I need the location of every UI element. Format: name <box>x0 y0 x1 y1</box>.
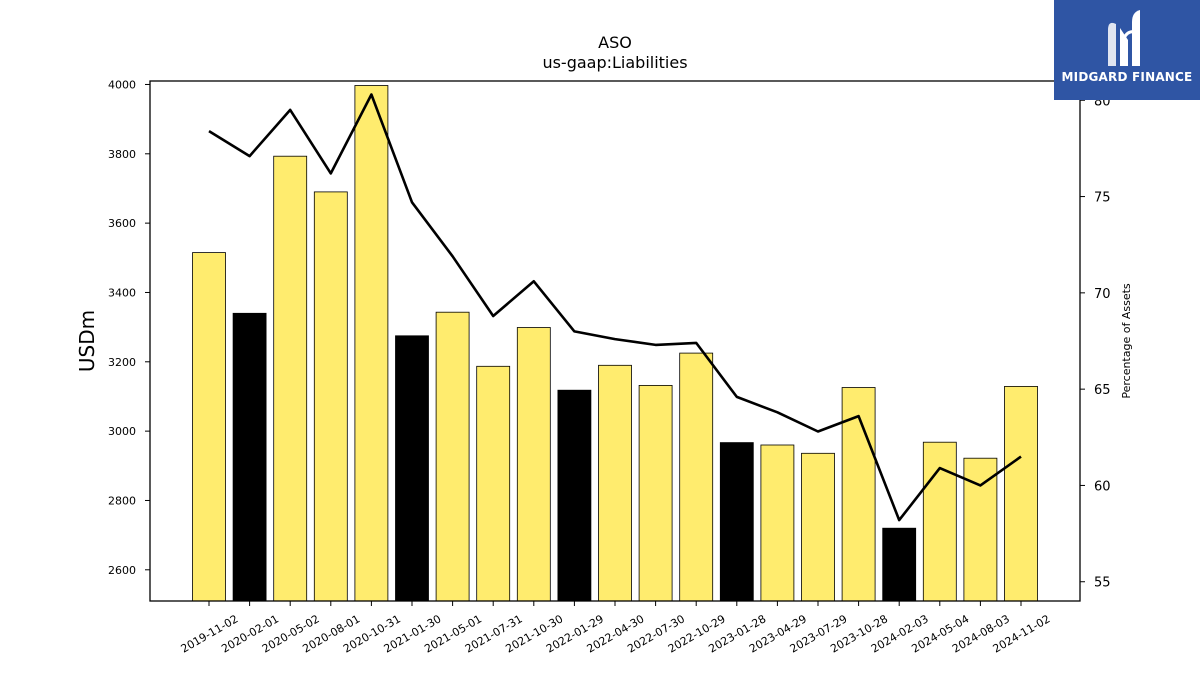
bar-2024-05-04 <box>922 441 957 602</box>
bar-2022-10-29 <box>679 352 714 602</box>
bar-2024-02-03 <box>882 527 917 602</box>
brand-logo: MIDGARD FINANCE <box>1054 0 1200 100</box>
bar-2021-07-31 <box>476 365 511 602</box>
x-axis: 2019-11-022020-02-012020-05-022020-08-01… <box>179 601 1053 656</box>
y-tick-label: 3800 <box>108 148 136 161</box>
bar-2021-05-01 <box>435 311 470 602</box>
bar-2021-10-30 <box>516 327 551 602</box>
y2-tick-label: 55 <box>1094 576 1111 591</box>
bar-2022-07-30 <box>638 384 673 602</box>
y2-axis-label: Percentage of Assets <box>1120 283 1133 399</box>
percentage-line <box>208 93 1022 522</box>
bar-2023-01-28 <box>719 442 754 602</box>
y-tick-label: 2800 <box>108 494 136 507</box>
bar-2021-01-30 <box>395 335 429 602</box>
y2-tick-label: 75 <box>1094 191 1111 206</box>
logo-text: MIDGARD FINANCE <box>1061 70 1193 84</box>
bar-2020-02-01 <box>232 312 267 602</box>
y2-tick-label: 65 <box>1094 383 1111 398</box>
bar-series <box>192 85 1038 602</box>
bar-2020-10-31 <box>354 85 389 602</box>
bar-2022-01-29 <box>557 389 592 602</box>
logo-mark-icon <box>1108 10 1140 66</box>
bar-2023-07-29 <box>801 452 835 602</box>
y-tick-label: 4000 <box>108 78 136 91</box>
y2-tick-label: 60 <box>1094 479 1111 494</box>
y-tick-label: 2600 <box>108 564 136 577</box>
y2-tick-label: 70 <box>1094 287 1111 302</box>
bar-2020-08-01 <box>313 191 348 602</box>
y-tick-label: 3400 <box>108 286 136 299</box>
bar-2023-04-29 <box>760 444 795 602</box>
chart-title: ASO <box>598 33 632 52</box>
y-axis-left: 2600 2800 3000 3200 3400 3600 3800 4000 <box>108 78 150 577</box>
bar-2024-11-02 <box>1004 385 1038 602</box>
y-axis-label: USDm <box>75 310 99 372</box>
bar-2023-10-28 <box>841 387 876 602</box>
y-tick-label: 3600 <box>108 217 136 230</box>
bar-2022-04-30 <box>598 364 632 602</box>
bar-2020-05-02 <box>273 155 308 602</box>
y-tick-label: 3200 <box>108 356 136 369</box>
bar-2019-11-02 <box>192 252 226 602</box>
chart-subtitle: us-gaap:Liabilities <box>542 53 687 72</box>
y-tick-label: 3000 <box>108 425 136 438</box>
line-series <box>208 93 1022 522</box>
